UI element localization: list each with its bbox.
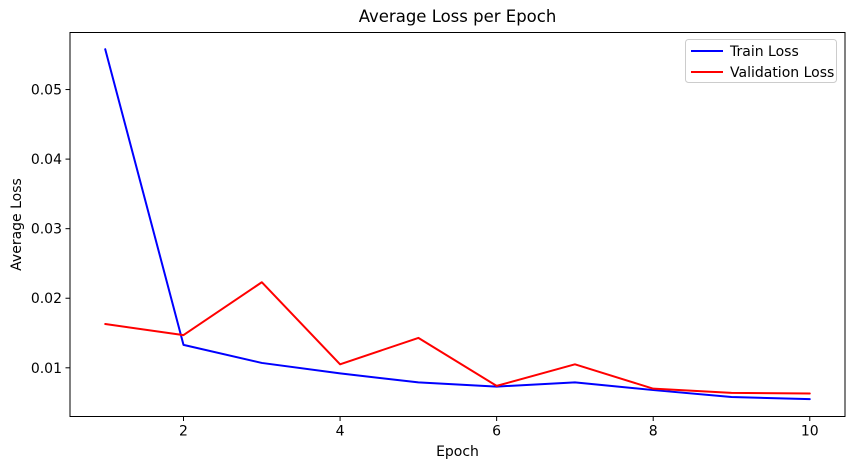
x-axis-label: Epoch bbox=[436, 444, 479, 460]
plot-border bbox=[69, 32, 846, 417]
y-tick-label: 0.04 bbox=[31, 152, 62, 168]
y-tick-label: 0.03 bbox=[31, 222, 62, 238]
axis-ticks: 2 4 6 8 10 0.01 0.02 0.03 0.04 0.05 bbox=[31, 83, 819, 440]
y-axis-label: Average Loss bbox=[9, 178, 25, 271]
data-series bbox=[104, 48, 811, 401]
train-loss-line bbox=[104, 48, 811, 401]
y-tick-label: 0.02 bbox=[31, 291, 62, 307]
x-tick-label: 8 bbox=[649, 424, 658, 440]
validation-loss-line bbox=[104, 281, 811, 395]
legend-label: Validation Loss bbox=[730, 65, 834, 81]
x-tick-label: 2 bbox=[179, 424, 188, 440]
y-tick-label: 0.01 bbox=[31, 361, 62, 377]
chart-title: Average Loss per Epoch bbox=[359, 7, 557, 26]
legend: Train Loss Validation Loss bbox=[685, 39, 837, 83]
x-tick-label: 6 bbox=[492, 424, 501, 440]
x-tick-label: 4 bbox=[336, 424, 345, 440]
y-tick-label: 0.05 bbox=[31, 83, 62, 99]
legend-box bbox=[685, 39, 837, 83]
x-tick-label: 10 bbox=[801, 424, 819, 440]
legend-label: Train Loss bbox=[729, 44, 799, 60]
